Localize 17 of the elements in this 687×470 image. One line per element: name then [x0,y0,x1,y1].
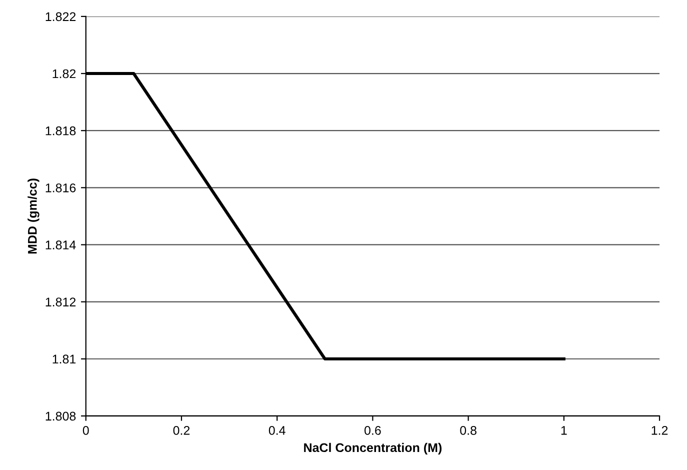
x-axis-title: NaCl Concentration (M) [304,442,442,455]
y-axis-title: MDD (gm/cc) [28,178,40,254]
x-tick-label: 0 [82,426,89,435]
y-tick-label: 1.82 [52,69,76,78]
y-tick-label: 1.822 [46,12,76,22]
y-tick-label: 1.81 [52,354,76,364]
y-tick-label: 1.818 [46,126,76,136]
x-tick-label: 0.6 [364,426,381,435]
x-tick-label: 0.4 [268,426,286,435]
y-tick-label: 1.812 [46,298,76,306]
x-tick-label: 1 [561,426,567,435]
x-tick-label: 1.2 [652,426,668,435]
y-tick-label: 1.808 [46,412,76,421]
x-tick-label: 0.8 [460,426,476,435]
y-tick-label: 1.814 [46,240,76,250]
y-tick-label: 1.816 [46,183,76,192]
x-tick-label: 0.2 [173,426,190,435]
